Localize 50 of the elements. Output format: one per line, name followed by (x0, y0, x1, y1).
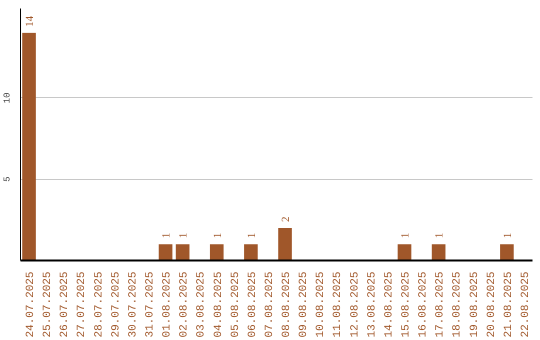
bar (210, 244, 224, 260)
x-tick-label: 28.07.2025 (93, 271, 106, 338)
x-tick-label: 13.08.2025 (366, 271, 378, 338)
bar (500, 244, 514, 260)
x-tick-label: 16.08.2025 (418, 271, 430, 338)
x-tick-label: 09.08.2025 (298, 271, 310, 338)
data-label: 2 (280, 216, 292, 222)
x-tick-label: 31.07.2025 (144, 271, 156, 338)
data-label: 1 (212, 232, 224, 238)
x-tick-label: 22.08.2025 (520, 271, 532, 338)
data-label: 1 (160, 232, 173, 238)
x-tick-label: 17.08.2025 (434, 271, 447, 338)
x-tick-label: 29.07.2025 (110, 271, 122, 338)
x-tick-label: 07.08.2025 (264, 271, 276, 338)
x-tick-label: 30.07.2025 (127, 271, 140, 338)
x-tick-label: 21.08.2025 (502, 271, 515, 338)
x-tick-label: 03.08.2025 (196, 271, 208, 338)
bar (432, 244, 446, 260)
x-tick-label: 25.07.2025 (42, 271, 54, 338)
x-tick-label: 15.08.2025 (400, 271, 412, 338)
x-tick-label: 20.08.2025 (486, 271, 498, 338)
x-tick-label: 10.08.2025 (315, 271, 328, 338)
data-label: 1 (400, 232, 412, 238)
x-tick-label: 06.08.2025 (246, 271, 259, 338)
bar (244, 244, 258, 260)
x-tick-label: 18.08.2025 (452, 271, 464, 338)
x-tick-label: 08.08.2025 (281, 271, 294, 338)
data-label: 1 (434, 232, 446, 238)
bar (158, 244, 172, 260)
data-label: 1 (246, 232, 258, 238)
y-tick-label: 5 (2, 176, 12, 182)
bar (278, 228, 292, 260)
x-tick-label: 27.07.2025 (76, 271, 88, 338)
bar (22, 32, 36, 260)
x-tick-label: 11.08.2025 (332, 271, 344, 338)
data-label: 1 (178, 232, 190, 238)
x-tick-label: 01.08.2025 (162, 271, 174, 338)
bar (176, 244, 190, 260)
data-label: 14 (24, 15, 36, 27)
x-tick-label: 04.08.2025 (212, 271, 225, 338)
bar (398, 244, 412, 260)
x-tick-label: 24.07.2025 (25, 271, 38, 338)
y-tick-label: 10 (2, 92, 12, 104)
x-tick-label: 05.08.2025 (230, 271, 242, 338)
data-label: 1 (502, 232, 514, 238)
x-tick-label: 14.08.2025 (383, 271, 396, 338)
x-tick-label: 19.08.2025 (468, 271, 481, 338)
x-tick-label: 26.07.2025 (59, 271, 72, 338)
x-tick-label: 02.08.2025 (178, 271, 191, 338)
x-tick-label: 12.08.2025 (349, 271, 362, 338)
